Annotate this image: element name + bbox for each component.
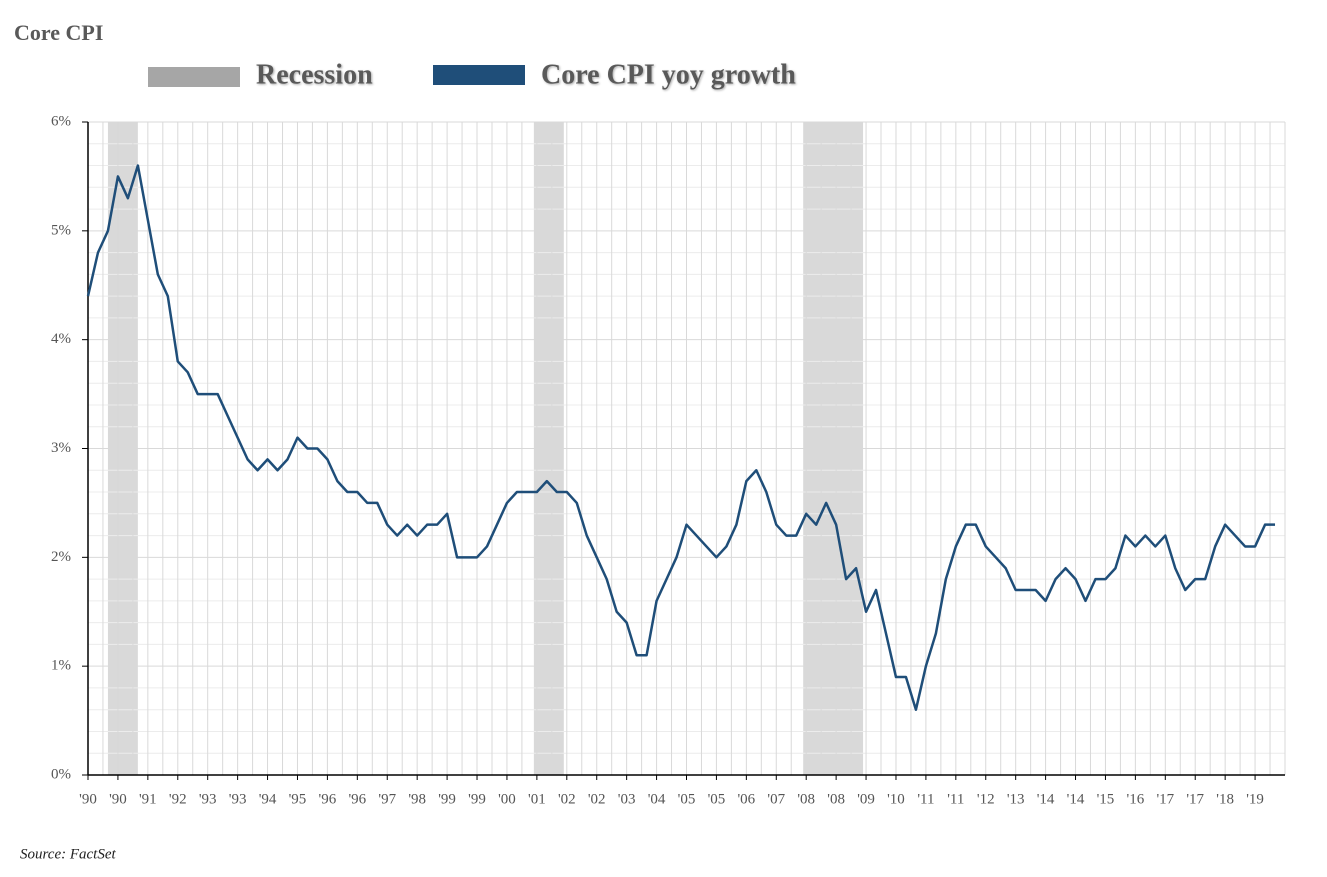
- x-tick-label: '04: [648, 791, 666, 807]
- x-tick-label: '11: [917, 791, 934, 807]
- x-tick-label: '02: [558, 791, 576, 807]
- x-tick-label: '06: [737, 791, 755, 807]
- source: Source: FactSet: [20, 846, 116, 862]
- x-tick-label: '10: [887, 791, 905, 807]
- y-tick-label: 6%: [51, 113, 71, 129]
- x-tick-label: '17: [1156, 791, 1174, 807]
- x-tick-label: '19: [1246, 791, 1264, 807]
- x-tick-label: '18: [1216, 791, 1234, 807]
- y-tick-label: 2%: [51, 549, 71, 565]
- legend-label: Core CPI yoy growth: [541, 59, 796, 90]
- x-tick-label: '15: [1097, 791, 1115, 807]
- y-tick-label: 0%: [51, 766, 71, 782]
- x-tick-label: '13: [1007, 791, 1025, 807]
- y-tick-label: 5%: [51, 222, 71, 238]
- legend-label: Recession: [256, 59, 373, 90]
- x-tick-label: '12: [977, 791, 995, 807]
- x-tick-label: '14: [1067, 791, 1085, 807]
- x-tick-label: '91: [139, 791, 157, 807]
- x-tick-label: '14: [1037, 791, 1055, 807]
- legend-swatch: [433, 65, 525, 85]
- legend-swatch: [148, 67, 240, 87]
- y-tick-label: 1%: [51, 658, 71, 674]
- x-tick-label: '97: [378, 791, 396, 807]
- x-tick-label: '96: [348, 791, 366, 807]
- x-tick-label: '99: [438, 791, 456, 807]
- data-line: [86, 164, 1276, 711]
- x-tick-label: '94: [259, 791, 277, 807]
- x-tick-label: '03: [618, 791, 636, 807]
- x-tick-label: '01: [528, 791, 546, 807]
- x-tick-label: '95: [289, 791, 307, 807]
- x-tick-label: '02: [588, 791, 606, 807]
- x-tick-label: '92: [169, 791, 187, 807]
- x-tick-label: '90: [109, 791, 127, 807]
- x-tick-label: '08: [827, 791, 845, 807]
- x-tick-label: '07: [767, 791, 785, 807]
- x-tick-label: '05: [678, 791, 696, 807]
- grid: [87, 121, 1286, 776]
- x-tick-label: '93: [199, 791, 217, 807]
- x-tick-label: '05: [708, 791, 726, 807]
- x-tick-label: '93: [229, 791, 247, 807]
- x-tick-label: '16: [1127, 791, 1145, 807]
- x-tick-label: '00: [498, 791, 516, 807]
- chart-title: Core CPI: [14, 20, 103, 45]
- y-tick-label: 4%: [51, 331, 71, 347]
- x-tick-label: '98: [408, 791, 426, 807]
- x-tick-label: '99: [468, 791, 486, 807]
- x-tick-label: '09: [857, 791, 875, 807]
- x-tick-label: '96: [319, 791, 337, 807]
- y-tick-label: 3%: [51, 440, 71, 456]
- x-tick-label: '17: [1186, 791, 1204, 807]
- x-tick-label: '90: [79, 791, 97, 807]
- x-tick-label: '08: [797, 791, 815, 807]
- x-tick-label: '11: [947, 791, 964, 807]
